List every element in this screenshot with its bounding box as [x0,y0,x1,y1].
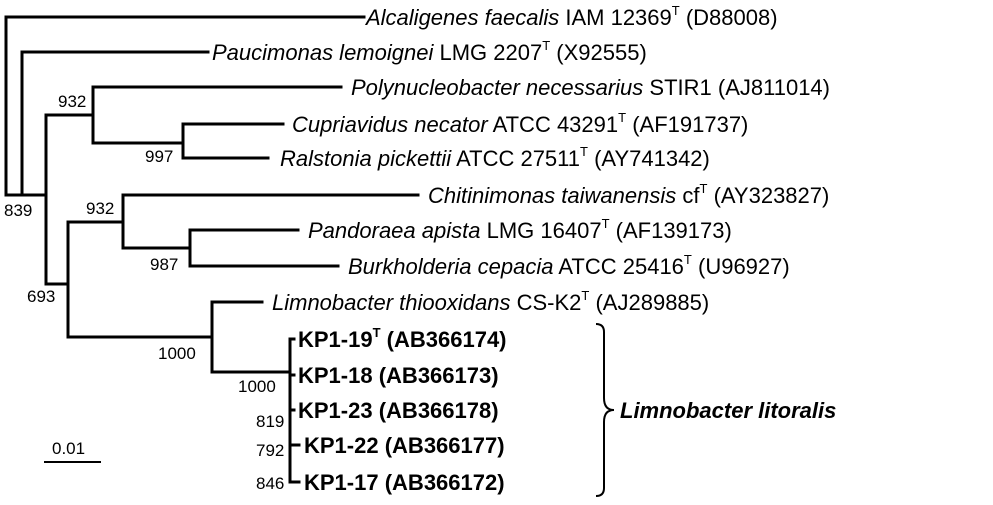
bootstrap-819: 819 [256,412,284,431]
leaf-label-cupriavidus: Cupriavidus necator ATCC 43291T (AF19173… [292,110,748,137]
bootstrap-839: 839 [4,201,32,220]
leaf-label-pandoraea: Pandoraea apista LMG 16407T (AF139173) [308,216,732,243]
bootstrap-792: 792 [256,441,284,460]
bootstrap-1000-outer: 1000 [158,344,196,363]
leaf-label-kp1-18: KP1-18 (AB366173) [298,363,499,388]
leaf-labels: Alcaligenes faecalis IAM 12369T (D88008)… [212,3,830,495]
leaf-label-kp1-23: KP1-23 (AB366178) [298,398,499,423]
scale-bar-label: 0.01 [52,439,85,458]
leaf-label-ralstonia: Ralstonia pickettii ATCC 27511T (AY74134… [280,144,710,171]
tree-branches [4,15,420,484]
group-brace [595,323,615,497]
bootstrap-932-top: 932 [58,92,86,111]
bootstrap-values: 932 997 839 932 987 693 1000 1000 819 79… [4,92,284,493]
leaf-label-alcaligenes: Alcaligenes faecalis IAM 12369T (D88008) [364,3,778,30]
bootstrap-693: 693 [27,287,55,306]
scale-bar: 0.01 [44,439,101,463]
leaf-label-burkholderia: Burkholderia cepacia ATCC 25416T (U96927… [348,252,790,279]
leaf-label-polynucleobacter: Polynucleobacter necessarius STIR1 (AJ81… [351,75,830,100]
leaf-label-limnobacter-thiooxidans: Limnobacter thiooxidans CS-K2T (AJ289885… [272,288,709,315]
leaf-label-chitinimonas: Chitinimonas taiwanensis cfT (AY323827) [428,181,829,208]
bootstrap-997: 997 [145,147,173,166]
leaf-label-paucimonas: Paucimonas lemoignei LMG 2207T (X92555) [212,38,647,65]
leaf-label-kp1-19: KP1-19T (AB366174) [298,325,507,352]
bootstrap-1000-inner: 1000 [238,377,276,396]
bootstrap-932-mid: 932 [86,199,114,218]
group-label: Limnobacter litoralis [620,398,836,423]
leaf-label-kp1-22: KP1-22 (AB366177) [304,433,505,458]
bootstrap-987: 987 [150,255,178,274]
bootstrap-846: 846 [256,474,284,493]
leaf-label-kp1-17: KP1-17 (AB366172) [304,470,505,495]
